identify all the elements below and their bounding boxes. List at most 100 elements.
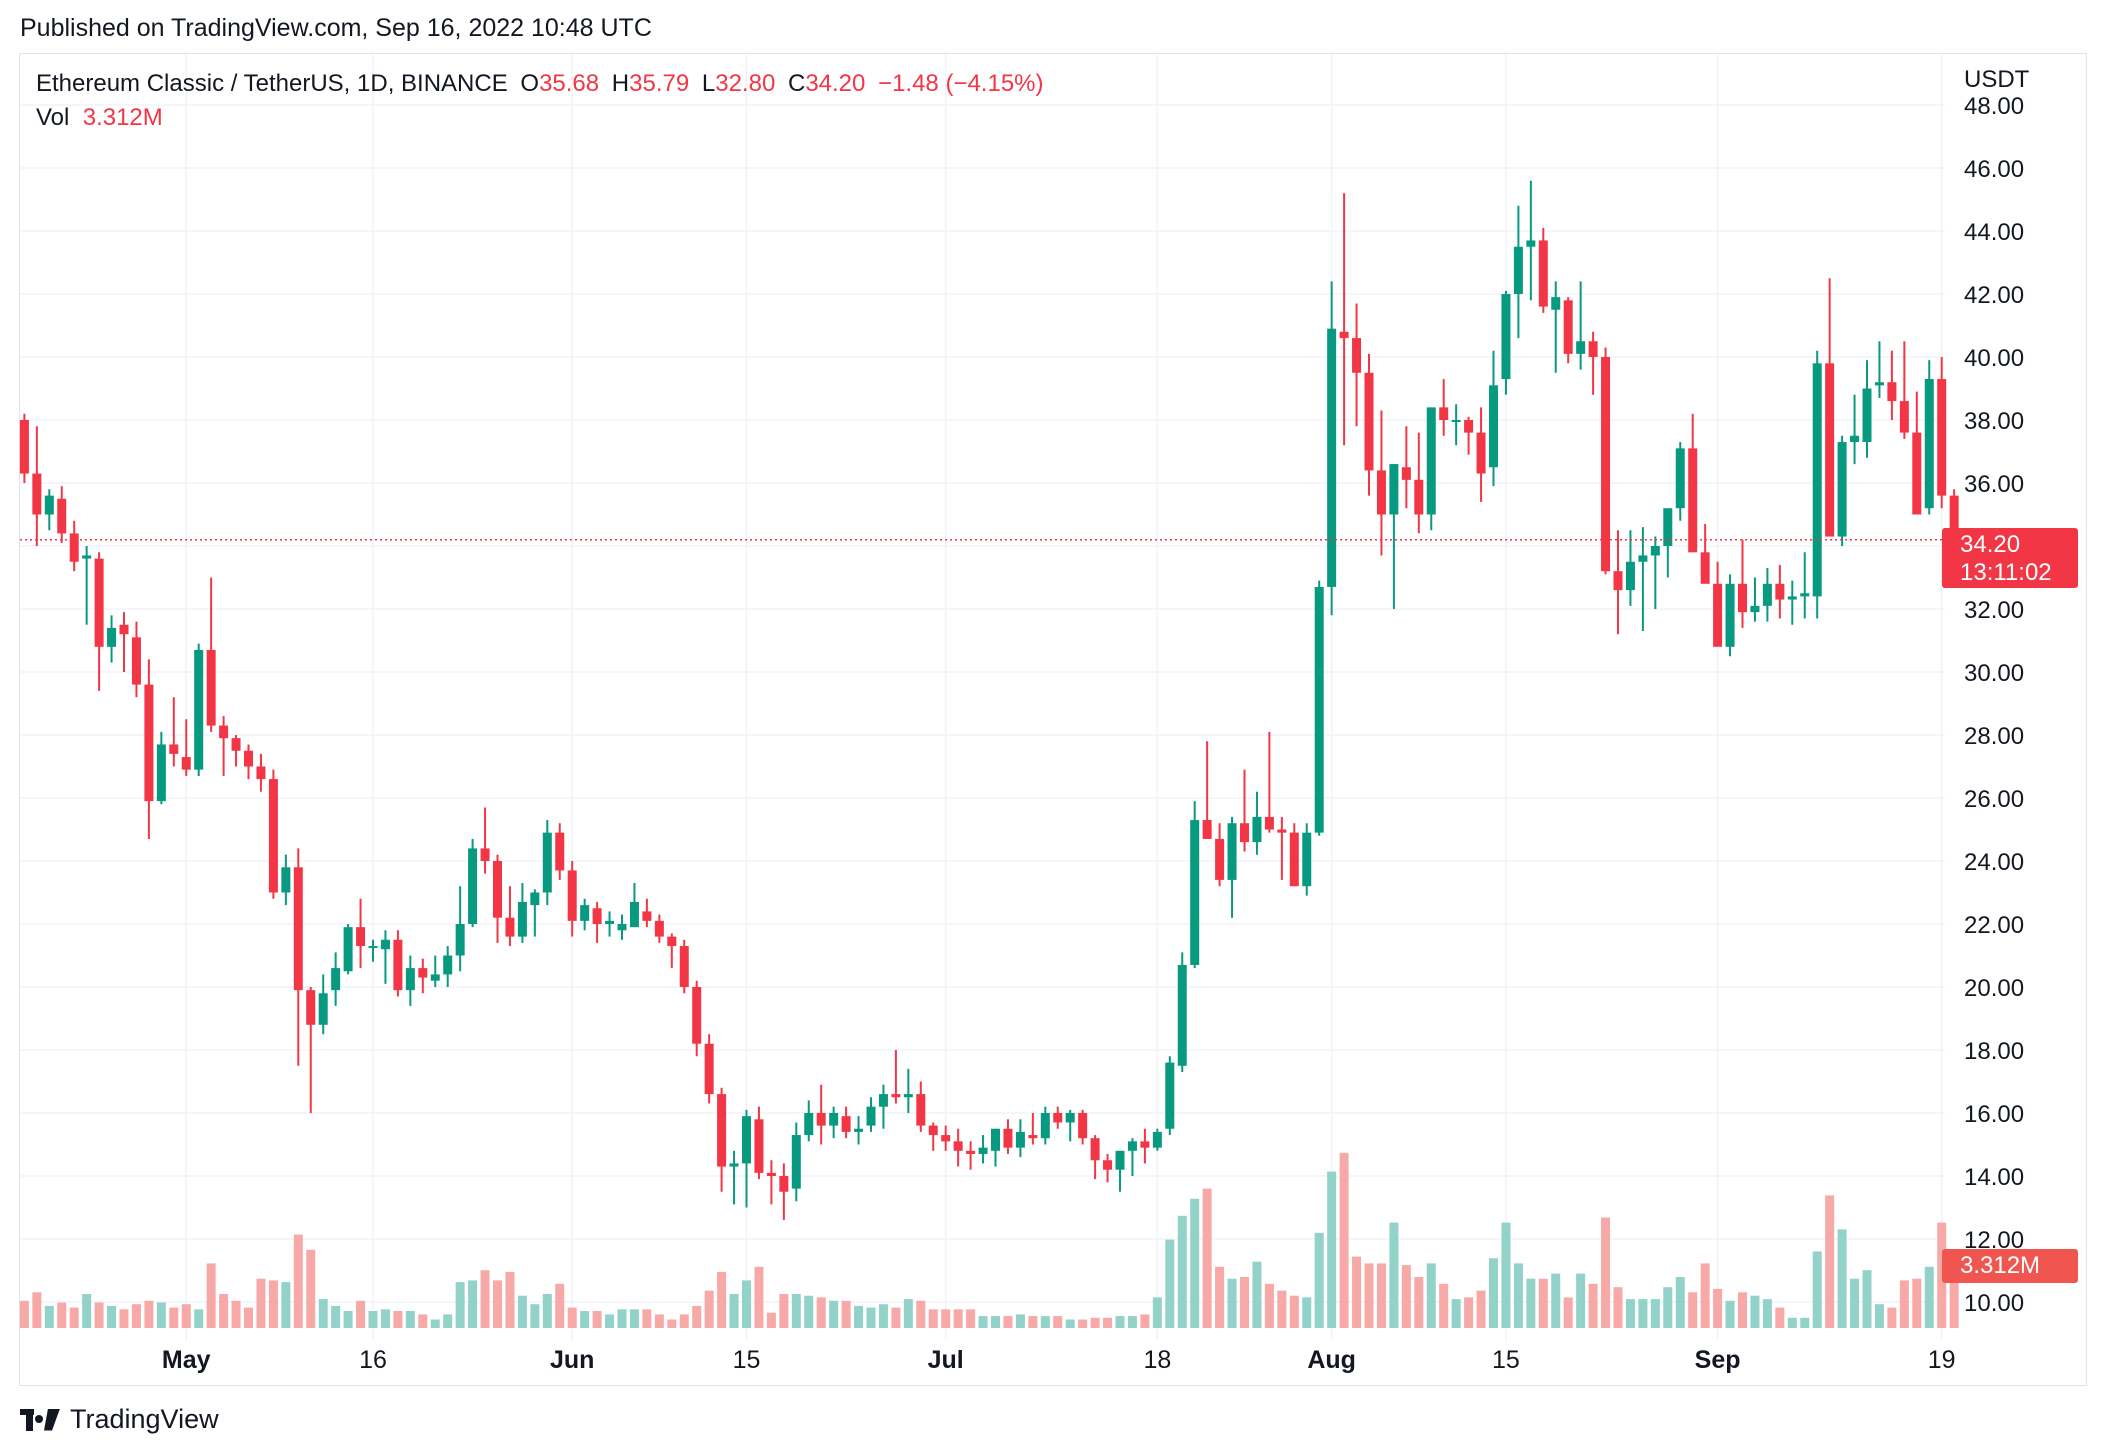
candle <box>729 1150 739 1205</box>
candle-body <box>1028 1135 1038 1139</box>
candle <box>1028 1113 1038 1145</box>
volume-bar <box>1103 1317 1113 1328</box>
volume-bar <box>841 1300 851 1328</box>
candle <box>94 552 104 691</box>
candle <box>779 1163 789 1221</box>
candle-body <box>804 1113 814 1136</box>
candle <box>841 1106 851 1139</box>
candle <box>1887 350 1897 420</box>
volume-bar <box>729 1294 739 1328</box>
volume-bar <box>1924 1266 1934 1328</box>
candle <box>1750 577 1760 622</box>
volume-bar <box>1439 1283 1449 1328</box>
candle-body <box>779 1176 789 1192</box>
candle-body <box>69 533 79 562</box>
candle <box>704 1034 714 1104</box>
candle-body <box>1489 385 1498 468</box>
volume-bar <box>1912 1278 1922 1328</box>
y-tick-label: 36.00 <box>1964 471 2024 498</box>
candle <box>1899 341 1909 439</box>
candle-body <box>717 1094 727 1167</box>
candle-body <box>1576 341 1586 354</box>
candle-body <box>1090 1138 1100 1161</box>
volume-bar <box>654 1314 664 1328</box>
candle <box>1376 410 1386 556</box>
candle <box>1700 523 1710 584</box>
candle-body <box>219 725 229 739</box>
volume-bar <box>1688 1292 1698 1328</box>
volume-bar <box>1750 1295 1760 1328</box>
candle <box>1837 435 1847 546</box>
y-tick-label: 32.00 <box>1964 597 2024 624</box>
candle <box>1638 527 1648 632</box>
volume-bar <box>1762 1299 1772 1328</box>
candle-body <box>368 946 378 949</box>
volume-bar <box>468 1280 478 1328</box>
candle <box>1327 281 1337 616</box>
tradingview-brand[interactable]: TradingView <box>20 1404 219 1435</box>
volume-bar <box>916 1300 926 1328</box>
candle-body <box>530 892 540 906</box>
volume-bar <box>991 1316 1000 1328</box>
candle-body <box>393 939 403 991</box>
candle <box>268 769 278 899</box>
candle <box>1787 580 1797 625</box>
candle-body <box>343 927 353 972</box>
candle <box>1090 1135 1100 1180</box>
candle-body <box>791 1135 801 1189</box>
candle-body <box>318 993 328 1025</box>
candle-body <box>841 1116 851 1132</box>
candle-body <box>1874 382 1884 386</box>
last-price-badge: 34.20 13:11:02 <box>1942 528 2078 588</box>
candle-body <box>866 1106 876 1126</box>
y-tick-label: 22.00 <box>1964 912 2024 939</box>
candle-body <box>306 990 316 1025</box>
candle-body <box>405 968 415 991</box>
volume-bar <box>443 1314 453 1328</box>
candle-body <box>1289 832 1299 887</box>
volume-bar <box>1800 1317 1810 1328</box>
volume-bar <box>1015 1314 1025 1328</box>
y-tick-label: 44.00 <box>1964 219 2024 246</box>
volume-bar <box>455 1282 465 1328</box>
volume-bar <box>854 1305 864 1328</box>
candle-body <box>380 939 390 950</box>
candle <box>592 901 602 943</box>
candle <box>966 1141 976 1170</box>
candle <box>1190 801 1200 969</box>
candle <box>1352 303 1362 427</box>
volume-bar <box>1065 1319 1075 1328</box>
volume-bar <box>1601 1217 1611 1328</box>
candle <box>181 719 191 776</box>
candle-body <box>928 1125 938 1136</box>
candle-body <box>1800 593 1810 597</box>
candle-body <box>903 1094 913 1098</box>
candle <box>343 924 353 975</box>
candle-body <box>978 1147 988 1154</box>
candle <box>194 643 204 776</box>
candle <box>829 1106 839 1139</box>
volume-bar <box>1414 1277 1424 1328</box>
volume-bar <box>493 1280 502 1328</box>
volume-bar <box>293 1234 303 1328</box>
candle-body <box>44 495 54 515</box>
candle-body <box>206 649 216 726</box>
candle <box>692 980 702 1057</box>
candle <box>1252 791 1262 855</box>
candle-body <box>281 867 291 893</box>
candle-body <box>1924 379 1934 509</box>
candle <box>878 1084 888 1129</box>
candle <box>1937 357 1947 509</box>
volume-bar <box>343 1311 353 1328</box>
brand-name: TradingView <box>70 1404 219 1434</box>
volume-bar <box>1588 1283 1598 1328</box>
volume-bar <box>1264 1283 1274 1328</box>
x-tick-label: 15 <box>1492 1346 1520 1374</box>
last-volume-badge: 3.312M <box>1942 1249 2078 1283</box>
volume-bar <box>1165 1239 1175 1328</box>
y-tick-label: 24.00 <box>1964 849 2024 876</box>
tradingview-logo-icon <box>20 1408 60 1431</box>
candle <box>991 1128 1000 1167</box>
candle <box>667 933 677 969</box>
